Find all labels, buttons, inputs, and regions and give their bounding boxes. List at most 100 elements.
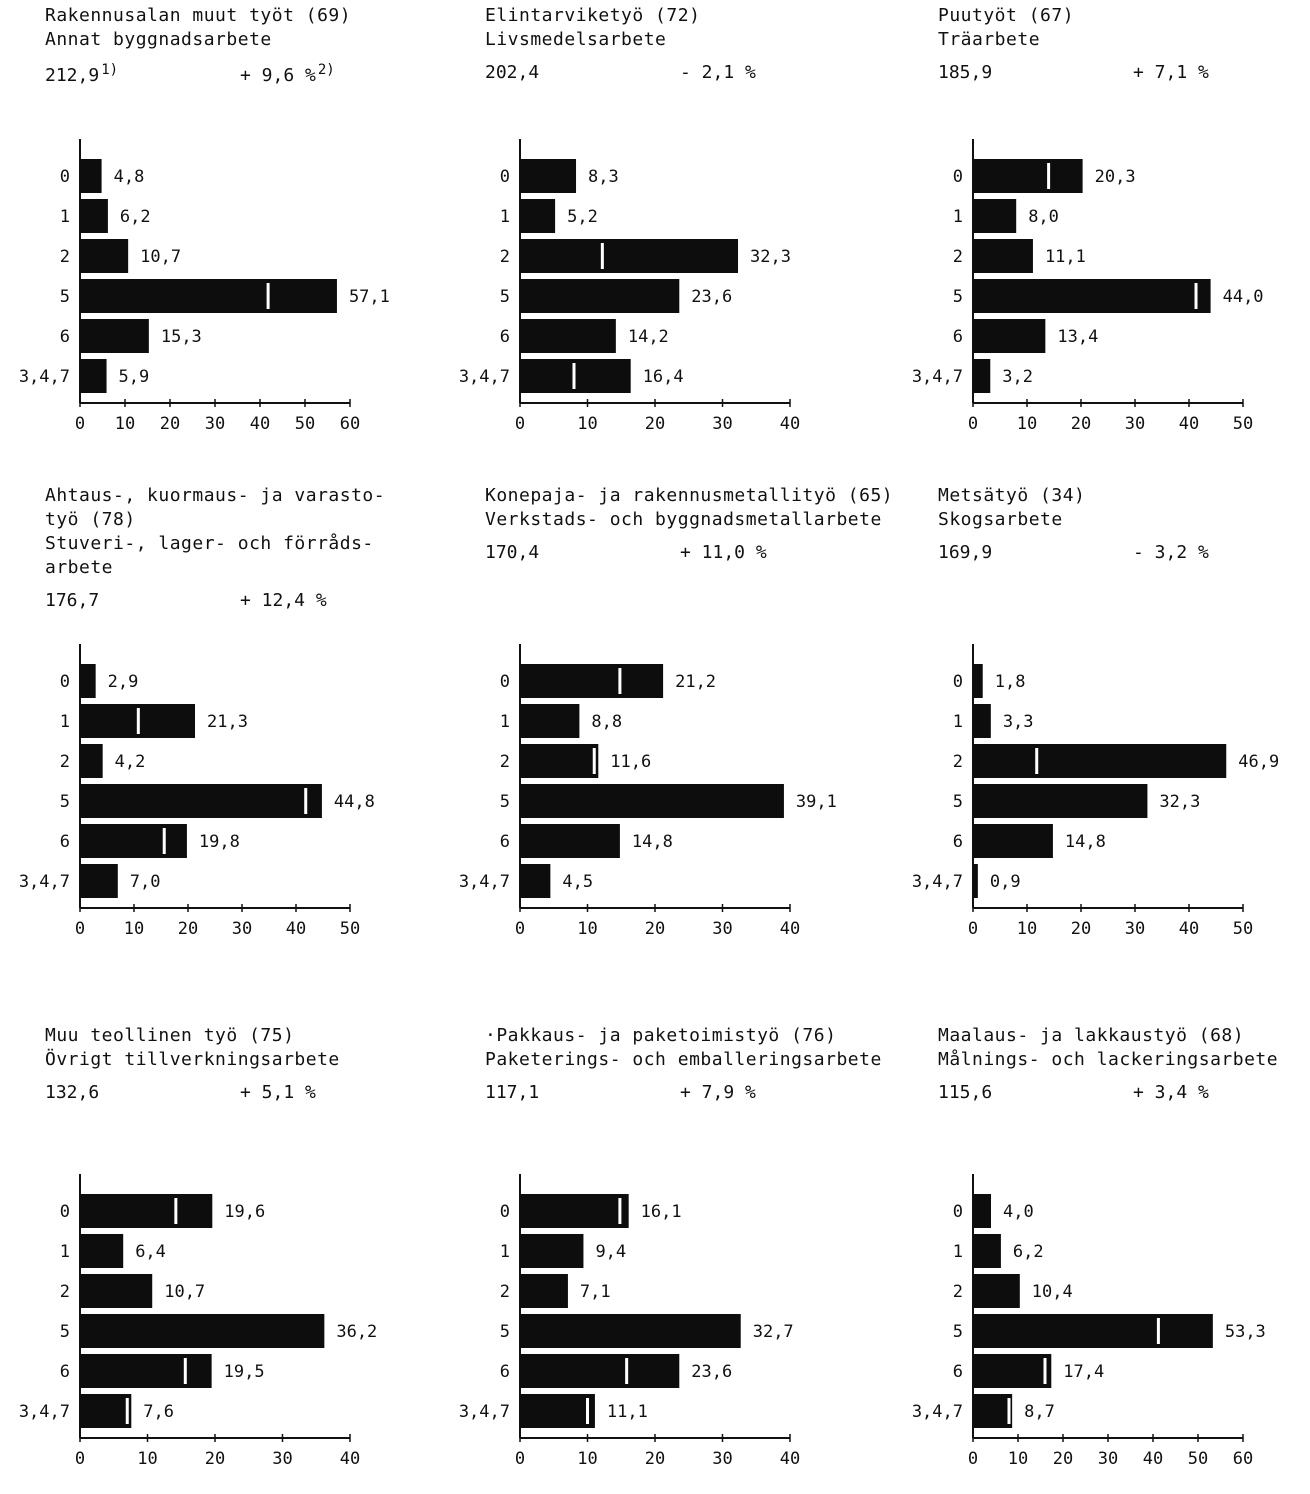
change-value: + 3,4 % <box>1133 1082 1209 1103</box>
category-label: 5 <box>953 1322 963 1342</box>
category-label: 2 <box>500 752 510 772</box>
bar-chart: 0 10 20 30 40 50 60 0 4,0 1 6,2 2 10,4 5 53,3 6 17,4 3,4,… <box>912 1174 1266 1469</box>
chart-title-line: Skogsarbete <box>938 509 1063 530</box>
chart-summary: 176,7 + 12,4 % <box>45 590 425 616</box>
category-label: 1 <box>500 207 510 227</box>
bar <box>80 1314 325 1348</box>
category-label: 3,4,7 <box>19 1402 70 1422</box>
x-tick-label: 50 <box>340 919 360 939</box>
x-tick-label: 50 <box>1233 414 1253 434</box>
chart-title: Puutyöt (67) Träarbete <box>938 4 1310 52</box>
data-label: 10,7 <box>140 247 181 267</box>
chart-panel: Konepaja- ja rakennusmetallityö (65) Verk… <box>440 484 893 954</box>
data-label: 19,8 <box>199 832 240 852</box>
chart-title-line: työ (78) <box>45 509 136 530</box>
x-tick-label: 40 <box>1179 919 1199 939</box>
bar <box>973 1314 1213 1348</box>
category-label: 6 <box>953 1362 963 1382</box>
data-label: 15,3 <box>161 327 202 347</box>
chart-title-line: Övrigt tillverkningsarbete <box>45 1049 340 1070</box>
bar <box>80 359 107 393</box>
bar <box>80 319 149 353</box>
x-tick-label: 40 <box>780 414 800 434</box>
category-label: 1 <box>953 712 963 732</box>
category-label: 2 <box>500 1282 510 1302</box>
chart-title: Maalaus- ja lakkaustyö (68) Målnings- och… <box>938 1024 1310 1072</box>
x-tick-label: 20 <box>160 414 180 434</box>
data-label: 0,9 <box>990 872 1021 892</box>
x-tick-label: 30 <box>1098 1449 1118 1469</box>
change-value: - 3,2 % <box>1133 542 1209 563</box>
category-label: 2 <box>953 752 963 772</box>
x-tick-label: 10 <box>124 919 144 939</box>
data-label: 11,1 <box>607 1402 648 1422</box>
data-label: 44,8 <box>334 792 375 812</box>
bar <box>80 279 337 313</box>
category-label: 5 <box>953 287 963 307</box>
x-tick-label: 0 <box>75 1449 85 1469</box>
chart-title-line: Målnings- och lackeringsarbete <box>938 1049 1279 1070</box>
x-tick-label: 10 <box>577 919 597 939</box>
x-tick-label: 0 <box>515 919 525 939</box>
x-tick-label: 10 <box>115 414 135 434</box>
x-tick-label: 60 <box>1233 1449 1253 1469</box>
bar-chart: 0 10 20 30 40 50 0 1,8 1 3,3 2 46,9 5 32,3 6 14,8 3,4,7 0… <box>912 644 1279 939</box>
chart-summary: 132,6 + 5,1 % <box>45 1082 425 1108</box>
category-label: 6 <box>953 832 963 852</box>
data-label: 3,2 <box>1002 367 1033 387</box>
chart-summary: 170,4 + 11,0 % <box>485 542 865 568</box>
chart-summary: 117,1 + 7,9 % <box>485 1082 865 1108</box>
bar <box>520 239 739 273</box>
category-label: 2 <box>500 247 510 267</box>
data-label: 10,7 <box>164 1282 205 1302</box>
data-label: 5,9 <box>119 367 150 387</box>
chart-title-line: Livsmedelsarbete <box>485 29 667 50</box>
data-label: 53,3 <box>1225 1322 1266 1342</box>
x-tick-label: 10 <box>577 1449 597 1469</box>
category-label: 0 <box>60 672 70 692</box>
change-value: + 9,6 % 2) <box>240 62 335 86</box>
chart-panel: Elintarviketyö (72) Livsmedelsarbete 202,4… <box>440 4 870 474</box>
x-tick-label: 30 <box>712 1449 732 1469</box>
chart-title: Muu teollinen työ (75) Övrigt tillverknin… <box>45 1024 430 1072</box>
chart-summary: 115,6 + 3,4 % <box>938 1082 1310 1108</box>
x-tick-label: 20 <box>1071 919 1091 939</box>
bar-chart: 0 10 20 30 40 0 21,2 1 8,8 2 11,6 5 39,1 6 14,8 3,4,7 4,… <box>459 644 837 939</box>
category-label: 2 <box>953 1282 963 1302</box>
chart-panel: Puutyöt (67) Träarbete 185,9 + 7,1 % 0 10 20 30… <box>893 4 1310 474</box>
chart-panel: Muu teollinen työ (75) Övrigt tillverknin… <box>0 1024 430 1494</box>
change-footnote: 2) <box>317 62 335 78</box>
x-tick-label: 40 <box>1143 1449 1163 1469</box>
bar <box>80 1354 212 1388</box>
chart-title: Elintarviketyö (72) Livsmedelsarbete <box>485 4 870 52</box>
data-label: 9,4 <box>595 1242 626 1262</box>
category-label: 2 <box>60 752 70 772</box>
category-label: 2 <box>60 247 70 267</box>
chart-title-line: Muu teollinen työ (75) <box>45 1025 295 1046</box>
bar <box>80 199 108 233</box>
category-label: 5 <box>60 1322 70 1342</box>
x-tick-label: 10 <box>1008 1449 1028 1469</box>
bar <box>520 1394 595 1428</box>
bar <box>973 824 1053 858</box>
total-value: 212,9 1) <box>45 62 119 86</box>
data-label: 16,4 <box>643 367 684 387</box>
bar <box>80 1274 153 1308</box>
bar <box>520 824 620 858</box>
data-label: 21,3 <box>207 712 248 732</box>
data-label: 19,6 <box>224 1202 265 1222</box>
chart-summary: 212,9 1) + 9,6 % 2) <box>45 62 425 88</box>
category-label: 5 <box>500 287 510 307</box>
data-label: 13,4 <box>1057 327 1098 347</box>
chart-panel: Maalaus- ja lakkaustyö (68) Målnings- och… <box>893 1024 1310 1494</box>
change-value: - 2,1 % <box>680 62 756 83</box>
data-label: 6,4 <box>135 1242 166 1262</box>
total-value: 170,4 <box>485 542 540 563</box>
total-footnote: 1) <box>101 62 119 78</box>
data-label: 36,2 <box>336 1322 377 1342</box>
chart-title-line: Elintarviketyö (72) <box>485 5 701 26</box>
x-tick-label: 10 <box>137 1449 157 1469</box>
category-label: 1 <box>953 207 963 227</box>
bar <box>973 1234 1001 1268</box>
bar-chart: 0 10 20 30 40 50 0 20,3 1 8,0 2 11,1 5 44,0 6 13,4 3,4,7… <box>912 139 1264 434</box>
